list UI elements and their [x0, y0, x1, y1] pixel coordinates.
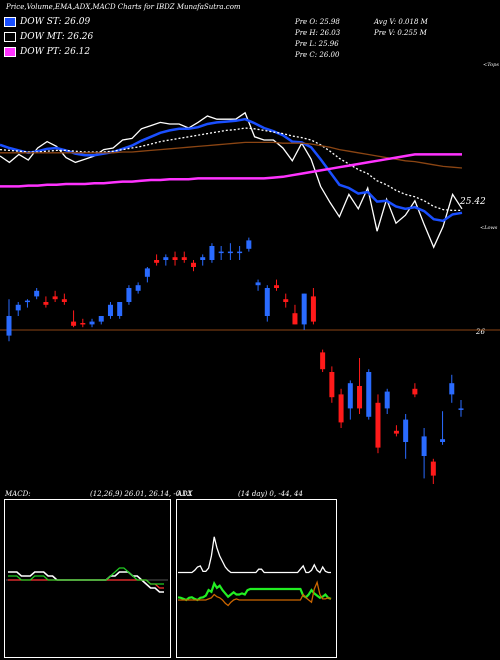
candle-body [329, 372, 335, 398]
stat-pre-open: Pre O: 25.98 [295, 18, 340, 26]
candle-body [375, 402, 381, 448]
stat-avg-volume: Avg V: 0.018 M [374, 18, 428, 26]
stat-pre-volume: Pre V: 0.255 M [374, 29, 427, 37]
candle-body [43, 302, 49, 305]
legend-dow-pt: DOW PT: 26.12 [4, 47, 90, 57]
candle-body [181, 257, 187, 260]
candle-body [255, 282, 261, 286]
stat-pre-high: Pre H: 26.03 [295, 29, 341, 37]
candle-body [98, 316, 104, 322]
adx-series-line [177, 580, 332, 602]
lows-label: <Lows [480, 225, 498, 231]
adx-title: ADX [177, 490, 193, 498]
legend-label: DOW PT: 26.12 [20, 47, 91, 57]
stat-pre-low: Pre L: 25.96 [295, 40, 339, 48]
chart-header: Price,Volume,EMA,ADX,MACD Charts for IBD… [6, 3, 241, 11]
candle-body [89, 321, 95, 325]
candle-body [117, 302, 123, 316]
ema-series-line [0, 127, 462, 212]
candle-body [301, 293, 307, 325]
ema-series-line [0, 141, 463, 169]
candle-body [154, 260, 160, 263]
candle-body [440, 439, 446, 442]
candle-body [200, 257, 206, 260]
candle-body [218, 251, 224, 254]
candle-body [347, 383, 353, 409]
candle-body [163, 257, 169, 260]
macd-series-line [8, 567, 164, 585]
legend-dow-mt: DOW MT: 26.26 [4, 32, 93, 42]
candle-body [320, 352, 326, 370]
ema-value-label: 25.42 [460, 197, 486, 207]
candle-body [366, 372, 372, 417]
candle-body [24, 300, 30, 303]
candle-body [34, 290, 40, 297]
price-level-label: 26 [476, 328, 485, 336]
legend-label: DOW MT: 26.26 [20, 32, 94, 42]
candle-body [458, 408, 464, 410]
ema-series-line [0, 153, 462, 188]
legend-swatch [4, 47, 16, 57]
candle-body [190, 262, 196, 267]
adx-values: (14 day) 0, -44, 44 [238, 490, 303, 498]
candle-body [6, 316, 12, 336]
candle-body [126, 288, 132, 302]
candle-body [421, 436, 427, 456]
candle-body [172, 257, 178, 260]
candle-body [209, 246, 215, 260]
adx-series-line [178, 580, 332, 607]
tops-label: <Tops [483, 62, 499, 68]
adx-panel [176, 499, 337, 658]
candle-body [135, 285, 141, 291]
candle-body [144, 268, 150, 277]
candle-body [264, 288, 270, 316]
ema-series-line [0, 111, 463, 249]
macd-values: (12,26,9) 26.01, 26.14, -0.13 [90, 490, 192, 498]
ema-series-line [0, 117, 463, 223]
candle-body [71, 321, 77, 326]
candle-body [107, 304, 113, 316]
candle-body [246, 240, 252, 249]
candle-body [357, 386, 363, 409]
candle-body [237, 251, 243, 254]
candle-body [80, 323, 86, 325]
candle-body [283, 299, 289, 302]
candle-body [338, 394, 344, 423]
adx-series-line [178, 536, 331, 574]
candle-body [403, 419, 409, 442]
candle-body [430, 461, 436, 476]
legend-swatch [4, 17, 16, 27]
candle-body [384, 391, 390, 409]
candle-body [412, 388, 418, 395]
candle-body [52, 296, 58, 300]
candle-body [310, 296, 316, 322]
candle-body [274, 285, 280, 288]
candle-body [15, 304, 21, 311]
candle-body [61, 299, 67, 302]
candle-body [292, 313, 298, 325]
candle-body [449, 383, 455, 395]
legend-label: DOW ST: 26.09 [20, 17, 91, 27]
candle-body [393, 430, 399, 434]
candle-body [227, 251, 233, 254]
legend-swatch [4, 32, 16, 42]
macd-title: MACD: [5, 490, 31, 498]
stat-pre-close: Pre C: 26.00 [295, 51, 340, 59]
legend-dow-st: DOW ST: 26.09 [4, 17, 90, 27]
